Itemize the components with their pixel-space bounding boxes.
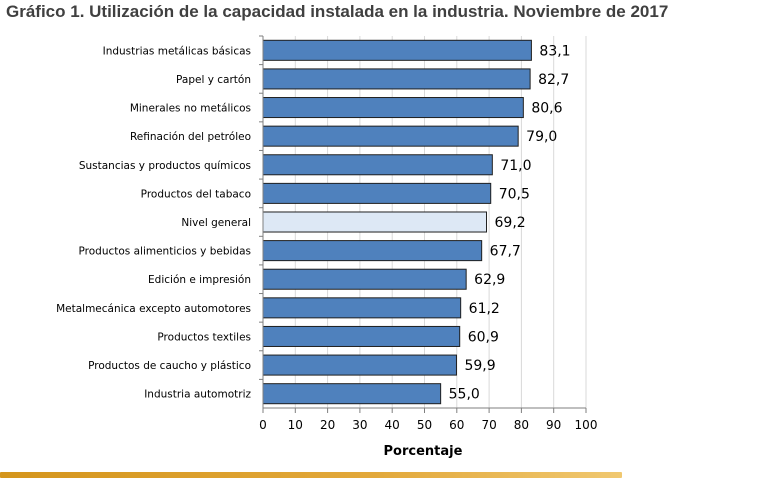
bar bbox=[262, 354, 457, 376]
data-label: 55,0 bbox=[449, 387, 480, 403]
category-label: Industria automotriz bbox=[144, 389, 251, 401]
bar bbox=[262, 268, 467, 290]
category-label: Refinación del petróleo bbox=[130, 131, 251, 143]
bar bbox=[262, 39, 532, 61]
data-label: 80,6 bbox=[531, 101, 562, 117]
category-label: Papel y cartón bbox=[176, 74, 251, 86]
x-tick-label: 10 bbox=[288, 418, 303, 432]
data-label: 71,0 bbox=[500, 158, 531, 174]
value-labels: 83,1 82,7 80,6 79,0 71,0 70,5 69,2 67,7 62,9 61,2… bbox=[449, 43, 571, 402]
data-label: 61,2 bbox=[469, 301, 500, 317]
category-label: Productos del tabaco bbox=[141, 188, 251, 200]
category-label: Nivel general bbox=[181, 217, 251, 229]
bar bbox=[262, 383, 442, 405]
bar bbox=[262, 325, 461, 347]
bar bbox=[262, 97, 524, 119]
x-tick-label: 100 bbox=[575, 418, 598, 432]
bar bbox=[262, 240, 483, 262]
axes bbox=[259, 35, 587, 413]
data-label: 79,0 bbox=[526, 129, 557, 145]
x-tick-label: 70 bbox=[481, 418, 496, 432]
data-label: 70,5 bbox=[499, 186, 530, 202]
category-label: Edición e impresión bbox=[148, 274, 251, 286]
x-tick-label: 30 bbox=[352, 418, 367, 432]
data-label: 67,7 bbox=[490, 244, 521, 260]
x-tick-label: 80 bbox=[514, 418, 529, 432]
tick-labels: 0 10 20 30 40 50 60 70 80 90 100 bbox=[259, 418, 597, 432]
x-tick-label: 90 bbox=[546, 418, 561, 432]
category-label: Minerales no metálicos bbox=[130, 103, 251, 115]
x-tick-label: 60 bbox=[449, 418, 464, 432]
category-label: Industrias metálicas básicas bbox=[103, 45, 251, 57]
x-tick-label: 0 bbox=[259, 418, 267, 432]
bar bbox=[262, 297, 462, 319]
bars bbox=[262, 39, 532, 405]
data-label: 83,1 bbox=[539, 43, 570, 59]
category-label: Productos alimenticios y bebidas bbox=[79, 246, 252, 258]
bar bbox=[262, 211, 488, 233]
x-tick-label: 20 bbox=[320, 418, 335, 432]
bar bbox=[262, 68, 531, 90]
bar bbox=[262, 154, 493, 176]
x-tick-label: 40 bbox=[385, 418, 400, 432]
data-label: 59,9 bbox=[464, 358, 495, 374]
footer-accent-rule bbox=[0, 472, 622, 478]
bar bbox=[262, 182, 492, 204]
chart-title: Gráfico 1. Utilización de la capacidad i… bbox=[6, 2, 669, 21]
data-label: 69,2 bbox=[495, 215, 526, 231]
category-label: Sustancias y productos químicos bbox=[79, 160, 251, 172]
data-label: 62,9 bbox=[474, 272, 505, 288]
category-label: Productos de caucho y plástico bbox=[88, 360, 251, 372]
x-axis-title: Porcentaje bbox=[384, 444, 463, 459]
category-label: Metalmecánica excepto automotores bbox=[56, 303, 251, 315]
data-label: 82,7 bbox=[538, 72, 569, 88]
category-labels: Industrias metálicas básicas Papel y cart… bbox=[56, 45, 251, 400]
bar bbox=[262, 125, 519, 147]
category-label: Productos textiles bbox=[157, 331, 251, 343]
x-tick-label: 50 bbox=[417, 418, 432, 432]
data-label: 60,9 bbox=[468, 329, 499, 345]
